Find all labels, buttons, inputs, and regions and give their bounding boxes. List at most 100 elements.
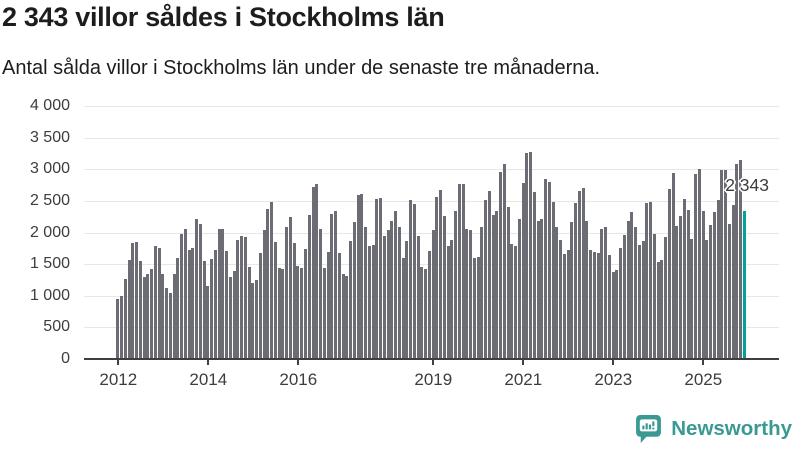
bar <box>585 220 589 359</box>
bar <box>581 188 585 359</box>
bar <box>450 240 454 359</box>
bar <box>228 276 232 359</box>
bar <box>202 261 206 359</box>
bar <box>551 201 555 359</box>
y-tick-label: 4 000 <box>29 97 70 114</box>
bar <box>397 226 401 359</box>
bar <box>360 193 364 359</box>
bar <box>386 230 390 359</box>
bar <box>198 223 202 359</box>
bar <box>694 174 698 359</box>
bar <box>270 202 274 359</box>
bar <box>225 250 229 359</box>
bar <box>562 254 566 359</box>
bar <box>484 200 487 359</box>
bar <box>664 236 667 359</box>
bar <box>322 267 326 359</box>
bar <box>266 208 270 359</box>
bar <box>570 222 574 359</box>
bar <box>536 221 540 359</box>
x-tick-mark <box>702 359 705 365</box>
bar <box>334 211 337 359</box>
x-tick-mark <box>432 359 435 365</box>
bar <box>251 282 255 359</box>
highlight-value-label: 2 343 <box>725 175 769 195</box>
bar <box>243 236 247 359</box>
bar <box>345 275 349 359</box>
bar <box>731 205 735 359</box>
bar <box>544 179 547 359</box>
bar <box>277 267 281 359</box>
bar <box>157 247 161 359</box>
gridline <box>84 137 779 139</box>
bar <box>630 211 634 359</box>
x-tick-label: 2019 <box>414 370 453 389</box>
bar <box>116 298 120 359</box>
bar <box>307 215 311 359</box>
bar <box>349 240 352 359</box>
bar <box>724 169 728 359</box>
bar <box>161 273 165 359</box>
gridline <box>84 106 779 107</box>
bar <box>592 252 596 359</box>
bar <box>285 226 289 359</box>
newsworthy-logo-icon <box>636 415 662 443</box>
bar <box>371 245 375 359</box>
bar <box>176 258 180 359</box>
bar <box>532 192 536 359</box>
bar <box>652 234 656 359</box>
bar <box>367 246 371 359</box>
bar <box>679 216 682 359</box>
bar <box>660 260 664 359</box>
bar <box>589 249 592 359</box>
bar <box>247 266 251 359</box>
bar <box>341 274 345 359</box>
bar <box>442 216 446 359</box>
bar <box>292 243 296 359</box>
bar <box>382 236 386 359</box>
bar <box>303 248 307 359</box>
bar <box>491 215 495 359</box>
bar <box>394 211 397 359</box>
bar <box>273 242 277 359</box>
bar <box>454 211 457 359</box>
bar <box>330 214 334 359</box>
bar <box>409 200 412 359</box>
x-tick-label: 2012 <box>99 370 138 389</box>
x-tick-label: 2014 <box>189 370 228 389</box>
bar <box>469 230 472 359</box>
bar <box>337 253 341 359</box>
bar <box>288 216 292 359</box>
y-tick-label: 2 500 <box>29 191 70 209</box>
chart-subtitle: Antal sålda villor i Stockholms län unde… <box>2 57 601 79</box>
bar <box>686 209 690 359</box>
bar <box>183 229 187 359</box>
bar <box>311 187 315 359</box>
bar <box>656 261 660 359</box>
bar <box>401 257 405 359</box>
bar <box>727 224 731 359</box>
bar <box>446 245 450 359</box>
bar <box>420 266 424 359</box>
bar <box>213 250 217 359</box>
bar <box>622 235 626 359</box>
y-tick-label: 2 000 <box>29 223 70 241</box>
x-tick-label: 2016 <box>279 370 318 389</box>
bar <box>521 183 525 359</box>
bar <box>607 255 611 359</box>
bar <box>697 169 701 360</box>
bar <box>120 296 124 359</box>
bar <box>326 252 330 359</box>
bar <box>611 271 615 359</box>
bar <box>716 200 720 359</box>
bar <box>221 228 225 359</box>
bar <box>517 219 521 359</box>
bar <box>514 246 517 359</box>
y-tick-label: 3 000 <box>29 160 70 178</box>
bar <box>615 269 619 359</box>
bar <box>262 230 266 359</box>
y-tick-label: 3 500 <box>29 128 70 146</box>
bar <box>502 164 506 359</box>
bar <box>153 245 157 359</box>
